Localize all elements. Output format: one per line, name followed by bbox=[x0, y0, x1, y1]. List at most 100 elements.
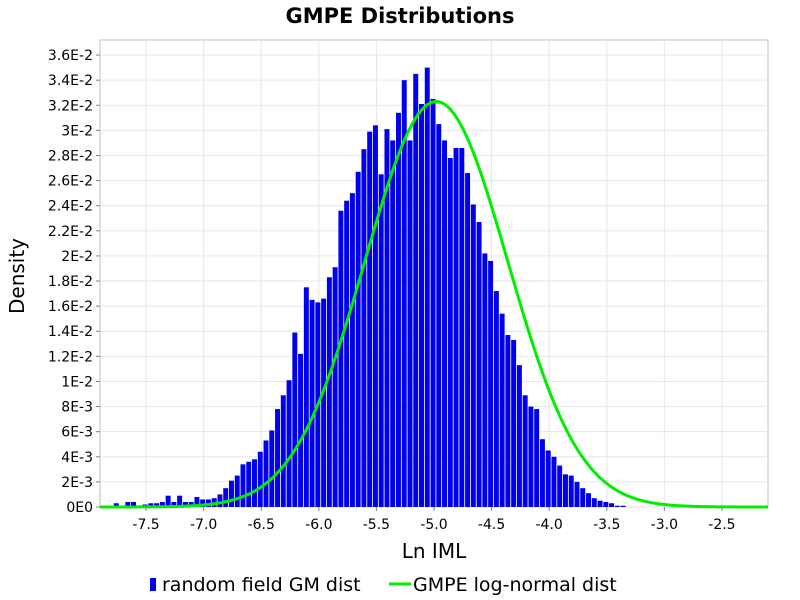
chart-title: GMPE Distributions bbox=[285, 4, 514, 28]
histogram-bar bbox=[390, 140, 396, 507]
x-tick-label: -3.5 bbox=[593, 517, 620, 533]
y-axis-ticks: 0E0 2E-3 4E-3 6E-3 8E-3 1E-2 1.2E-2 1.4E-2 1.6E-… bbox=[48, 48, 100, 516]
histogram-bar bbox=[447, 158, 453, 507]
histogram-bar bbox=[493, 291, 499, 507]
y-tick-label: 1.8E-2 bbox=[48, 274, 93, 290]
y-tick-label: 3E-2 bbox=[61, 123, 93, 139]
histogram-bar bbox=[217, 494, 223, 507]
y-tick-label: 1E-2 bbox=[61, 374, 93, 390]
histogram-bar bbox=[309, 299, 315, 507]
y-tick-label: 8E-3 bbox=[61, 400, 93, 416]
histogram-bar bbox=[384, 129, 390, 507]
histogram-bar bbox=[407, 140, 413, 507]
histogram-bar bbox=[326, 277, 332, 507]
histogram-bar bbox=[246, 461, 252, 507]
x-tick-label: -5.5 bbox=[363, 517, 390, 533]
histogram-bar bbox=[349, 193, 355, 507]
histogram-bar bbox=[298, 353, 304, 507]
histogram-bar bbox=[459, 147, 465, 507]
y-tick-label: 2E-2 bbox=[61, 249, 93, 265]
histogram-bar bbox=[275, 409, 281, 507]
y-tick-label: 3.6E-2 bbox=[48, 48, 93, 64]
histogram-bar bbox=[442, 140, 448, 507]
y-tick-label: 2.4E-2 bbox=[48, 199, 93, 215]
histogram-bar bbox=[182, 501, 188, 507]
histogram-bar bbox=[620, 505, 626, 507]
histogram-bar bbox=[286, 380, 292, 507]
histogram-bar bbox=[499, 313, 505, 507]
histogram-bar bbox=[165, 495, 171, 507]
legend-label-histogram: random field GM dist bbox=[162, 574, 361, 596]
histogram-bar bbox=[344, 200, 350, 507]
histogram-bar bbox=[424, 67, 430, 507]
histogram-bar bbox=[378, 174, 384, 508]
histogram-bar bbox=[562, 474, 568, 507]
histogram-bar bbox=[223, 488, 229, 507]
y-tick-label: 1.6E-2 bbox=[48, 299, 93, 315]
histogram-bar bbox=[488, 260, 494, 507]
histogram-bar bbox=[516, 365, 522, 507]
histogram-bar bbox=[303, 287, 309, 507]
y-tick-label: 2.8E-2 bbox=[48, 148, 93, 164]
histogram-bar bbox=[194, 496, 200, 507]
y-tick-label: 1.2E-2 bbox=[48, 349, 93, 365]
histogram-bar bbox=[522, 395, 528, 507]
histogram-bar bbox=[539, 439, 545, 507]
histogram-bar bbox=[257, 451, 263, 507]
histogram-bar bbox=[476, 222, 482, 507]
histogram-bar bbox=[228, 480, 234, 507]
histogram-bar bbox=[505, 335, 511, 507]
x-tick-label: -4.5 bbox=[478, 517, 505, 533]
histogram-bar bbox=[372, 125, 378, 507]
histogram-bar bbox=[280, 395, 286, 507]
x-tick-label: -5.0 bbox=[420, 517, 447, 533]
legend-swatch-histogram bbox=[150, 578, 156, 591]
x-tick-label: -7.5 bbox=[132, 517, 159, 533]
histogram-bar bbox=[131, 501, 137, 507]
histogram-bar bbox=[545, 450, 551, 507]
histogram-bar bbox=[361, 149, 367, 507]
histogram-bar bbox=[269, 430, 275, 507]
histogram-bar bbox=[159, 501, 165, 507]
histogram-bar bbox=[586, 493, 591, 507]
histogram-bar bbox=[528, 406, 534, 507]
histogram-bar bbox=[177, 495, 183, 507]
histogram-bar bbox=[436, 124, 442, 507]
y-tick-label: 3.2E-2 bbox=[48, 98, 93, 114]
histogram-bar bbox=[430, 99, 436, 507]
histogram-bars bbox=[113, 67, 626, 508]
histogram-bar bbox=[551, 456, 557, 507]
gmpe-curve bbox=[100, 100, 768, 509]
x-tick-label: -3.0 bbox=[651, 517, 678, 533]
x-tick-label: -4.0 bbox=[536, 517, 563, 533]
histogram-bar bbox=[465, 173, 471, 507]
histogram-bar bbox=[419, 104, 424, 507]
histogram-bar bbox=[482, 253, 488, 507]
y-tick-label: 2.2E-2 bbox=[48, 224, 93, 240]
histogram-bar bbox=[511, 340, 517, 507]
histogram-bar bbox=[367, 131, 373, 508]
y-tick-label: 4E-3 bbox=[61, 450, 93, 466]
histogram-bar bbox=[470, 204, 476, 508]
histogram-bar bbox=[591, 498, 597, 507]
histogram-bar bbox=[148, 503, 154, 507]
x-axis-label: Ln IML bbox=[402, 539, 467, 563]
histogram-bar bbox=[321, 298, 327, 507]
histogram-bar bbox=[338, 210, 344, 507]
x-tick-label: -7.0 bbox=[190, 517, 217, 533]
y-tick-label: 2.6E-2 bbox=[48, 174, 93, 190]
histogram-bar bbox=[200, 499, 206, 507]
histogram-bar bbox=[534, 409, 540, 507]
histogram-bar bbox=[413, 73, 419, 507]
y-tick-label: 3.4E-2 bbox=[48, 73, 93, 89]
histogram-bar bbox=[453, 147, 459, 507]
histogram-bar bbox=[154, 503, 160, 507]
legend-label-curve: GMPE log-normal dist bbox=[413, 574, 617, 596]
histogram-bar bbox=[568, 475, 574, 507]
y-axis-label: Density bbox=[5, 238, 29, 314]
histogram-bar bbox=[125, 501, 131, 507]
histogram-bar bbox=[603, 501, 609, 507]
y-tick-label: 0E0 bbox=[66, 500, 93, 516]
histogram-bar bbox=[614, 505, 620, 507]
